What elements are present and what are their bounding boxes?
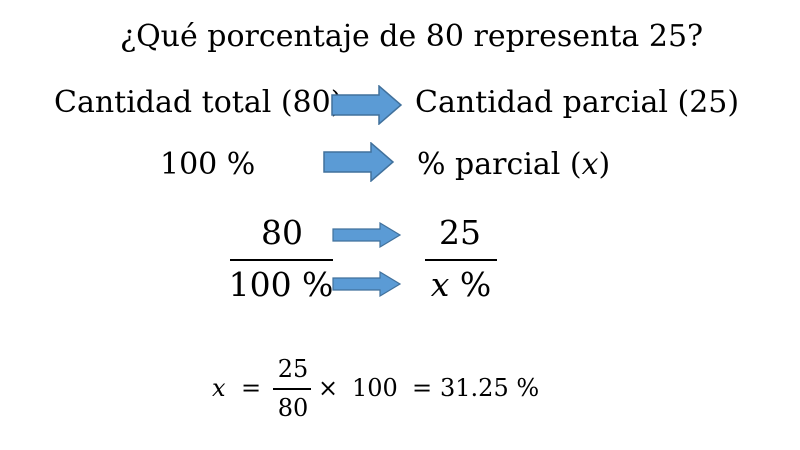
fraction-right-bar (425, 259, 497, 261)
fraction-left-denominator: 100 % (228, 265, 334, 304)
formula-numerator: 25 (277, 355, 309, 383)
total-percent-label: 100 % (160, 147, 256, 182)
right-arrow-icon (332, 222, 402, 248)
right-arrow-icon (331, 85, 403, 125)
partial-percent-label: % parcial (x) (417, 147, 611, 182)
formula-equals: = (241, 374, 262, 402)
fraction-left-bar (230, 259, 333, 261)
fraction-right-denominator: x % (430, 265, 492, 304)
formula-equals-2: = (412, 374, 433, 402)
page-title: ¿Qué porcentaje de 80 representa 25? (120, 19, 704, 54)
formula-times: × (318, 374, 339, 402)
partial-quantity-label: Cantidad parcial (25) (415, 85, 740, 120)
formula-result: 31.25 % (440, 374, 540, 402)
total-quantity-label: Cantidad total (80) (54, 85, 343, 120)
fraction-left-numerator: 80 (261, 213, 303, 252)
formula-fraction-bar (273, 388, 311, 390)
formula-multiplier: 100 (352, 374, 398, 402)
formula-variable: x (212, 374, 226, 402)
right-arrow-icon (323, 142, 395, 182)
formula-denominator: 80 (277, 394, 309, 422)
fraction-right-numerator: 25 (439, 213, 481, 252)
right-arrow-icon (332, 271, 402, 297)
